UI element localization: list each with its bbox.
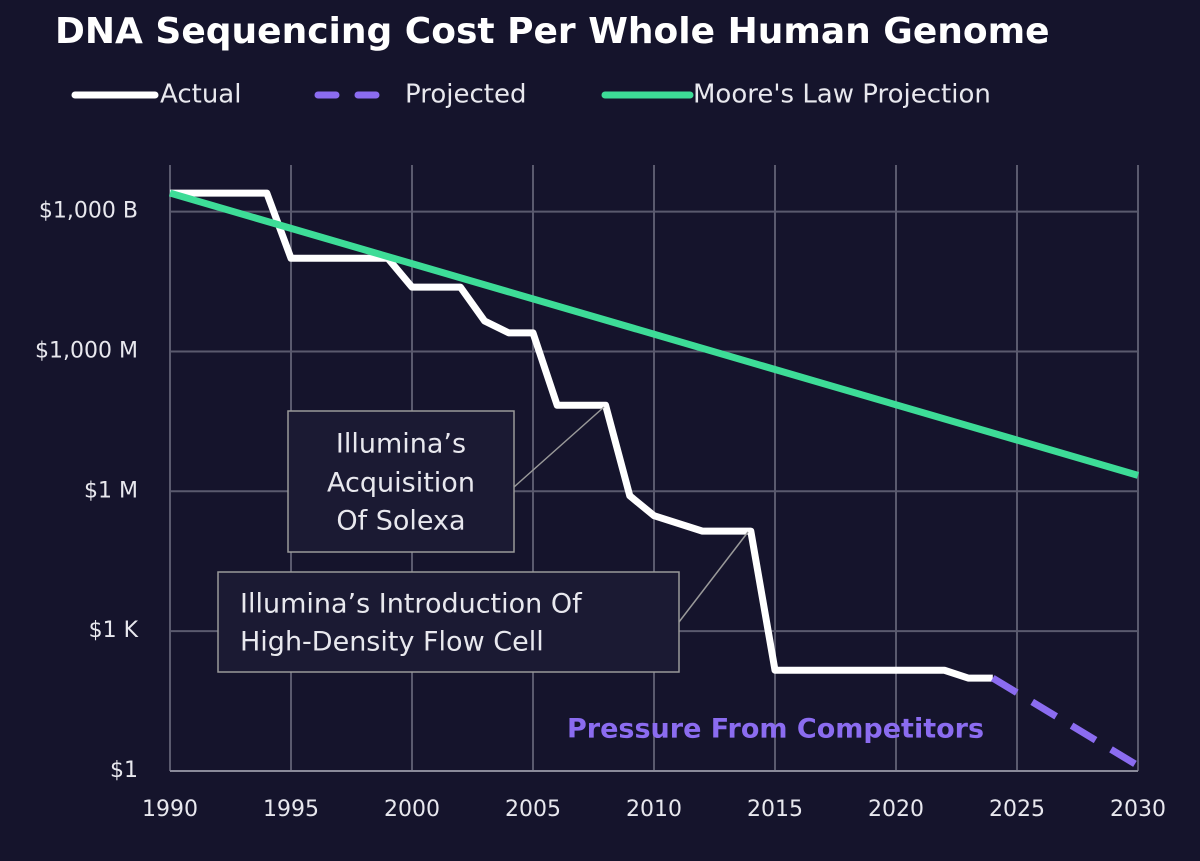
annotation-text: Pressure From Competitors xyxy=(567,714,984,745)
annotation-text: High-Density Flow Cell xyxy=(240,627,544,658)
annotation-frame xyxy=(217,571,680,673)
annotation-text: Illumina’s Introduction Of xyxy=(240,589,583,620)
x-tick-label: 2000 xyxy=(384,797,440,822)
x-tick-label: 2020 xyxy=(868,797,924,822)
annotation-text: Illumina’s xyxy=(336,429,466,460)
annotation-box: Illumina’s Acquisition Of Solexa xyxy=(287,406,605,553)
annotation-text: Of Solexa xyxy=(336,506,465,537)
leader-line xyxy=(513,406,605,488)
legend-label: Projected xyxy=(405,80,526,110)
chart-title: DNA Sequencing Cost Per Whole Human Geno… xyxy=(55,11,1050,52)
x-tick-label: 2025 xyxy=(989,797,1045,822)
annotation-text: Acquisition xyxy=(327,468,475,499)
legend-label: Moore's Law Projection xyxy=(693,80,991,110)
annotation-frame xyxy=(287,410,515,553)
x-tick-label: 2005 xyxy=(505,797,561,822)
series-line xyxy=(990,675,1140,769)
leader-line xyxy=(678,531,749,623)
x-tick-label: 2030 xyxy=(1110,797,1166,822)
y-tick-label: $1,000 M xyxy=(35,338,138,363)
legend-label: Actual xyxy=(160,80,241,110)
y-tick-label: $1 M xyxy=(84,478,138,503)
x-tick-label: 1995 xyxy=(263,797,319,822)
x-tick-label: 1990 xyxy=(142,797,198,822)
y-tick-label: $1 K xyxy=(89,618,139,643)
x-tick-label: 2010 xyxy=(626,797,682,822)
annotation-box: Illumina’s Introduction Of High-Density … xyxy=(217,531,749,673)
series-line xyxy=(169,189,1139,479)
y-tick-label: $1,000 B xyxy=(39,199,138,224)
y-tick-label: $1 xyxy=(110,758,138,783)
x-tick-label: 2015 xyxy=(747,797,803,822)
